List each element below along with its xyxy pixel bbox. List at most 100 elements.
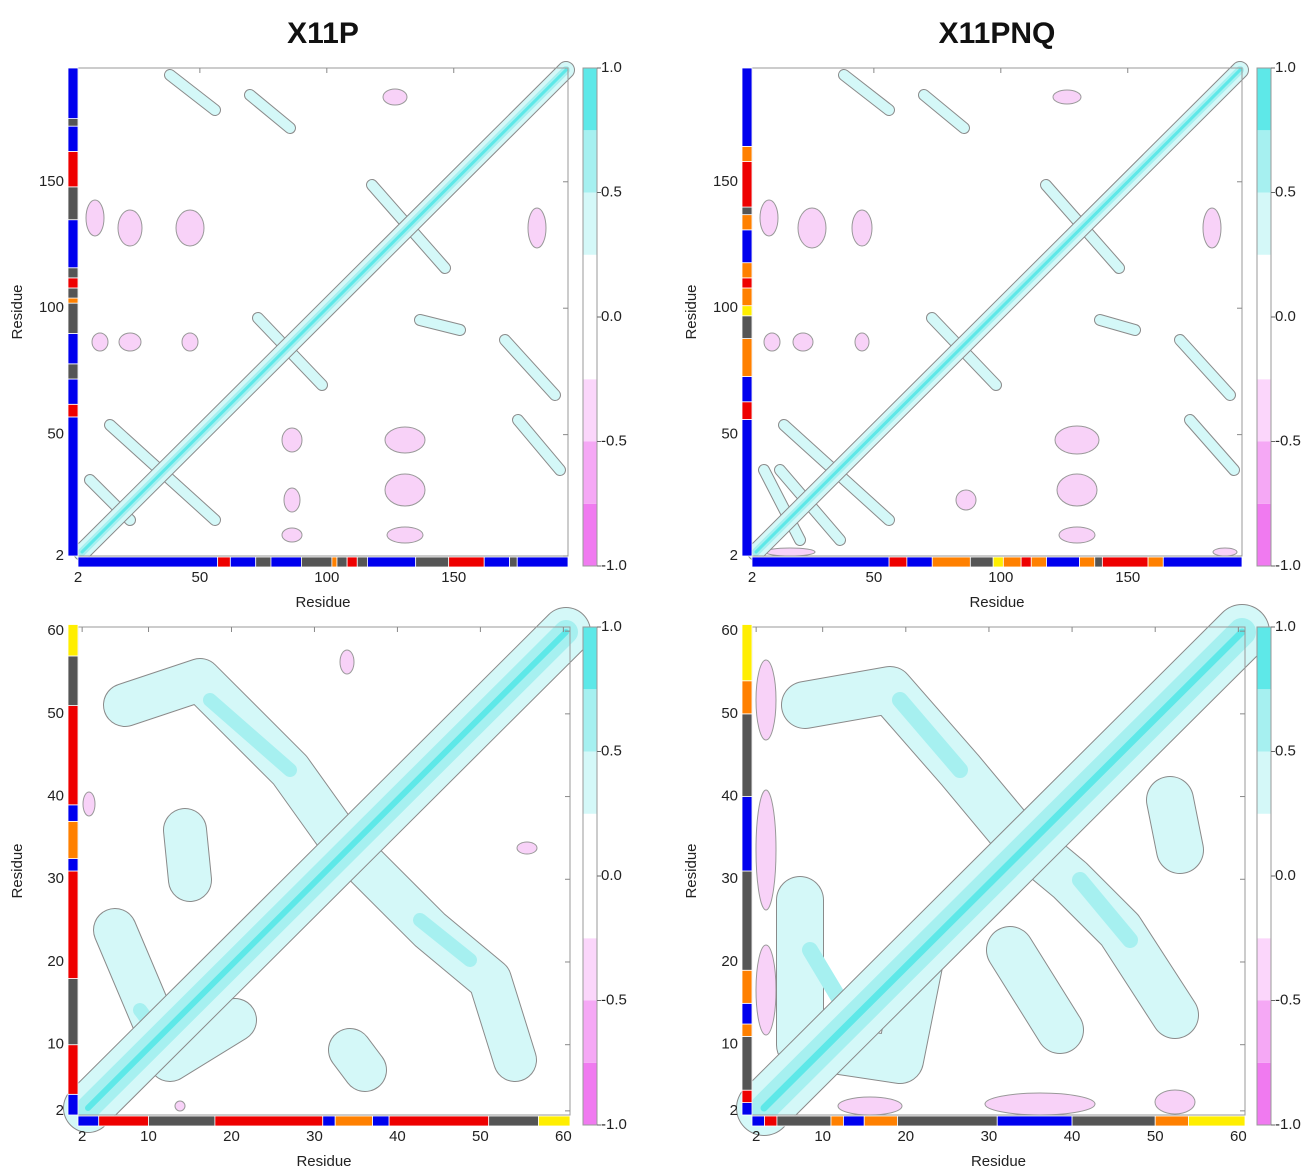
panel-title: X11PNQ xyxy=(939,17,1056,50)
structure-segment xyxy=(67,125,79,152)
colorbar-level xyxy=(583,813,597,939)
y-tick-label: 2 xyxy=(730,547,738,564)
colorbar-level xyxy=(1257,751,1271,814)
structure-segment xyxy=(996,1115,1073,1127)
structure-segment xyxy=(863,1115,898,1127)
structure-segment xyxy=(741,214,753,231)
structure-segment xyxy=(516,556,569,568)
colorbar-level xyxy=(1257,130,1271,193)
colorbar-tick-label: 0.5 xyxy=(601,183,622,200)
structure-segment xyxy=(67,705,79,806)
colorbar-level xyxy=(1257,379,1271,442)
structure-segment xyxy=(255,556,272,568)
x-tick-label: 40 xyxy=(1064,1128,1081,1145)
colorbar-level xyxy=(1257,627,1271,690)
colorbar-tick-label: 0.0 xyxy=(601,308,622,325)
y-axis-label: Residue xyxy=(683,843,700,898)
structure-segment xyxy=(67,302,79,334)
structure-segment xyxy=(388,1115,490,1127)
structure-segment xyxy=(897,1115,998,1127)
structure-segment xyxy=(1079,556,1096,568)
colorbar-tick-label: 1.0 xyxy=(601,59,622,76)
y-tick-label: 100 xyxy=(713,299,738,316)
structure-segment xyxy=(1147,556,1164,568)
structure-segment xyxy=(538,1115,571,1127)
colorbar-tick-label: -1.0 xyxy=(1275,557,1301,574)
x-tick-label: 50 xyxy=(192,569,209,586)
structure-segment xyxy=(764,1115,778,1127)
structure-segment xyxy=(776,1115,832,1127)
structure-segment xyxy=(67,267,79,279)
structure-segment xyxy=(1046,556,1080,568)
x-tick-label: 2 xyxy=(748,569,756,586)
y-tick-label: 2 xyxy=(56,1102,64,1119)
y-tick-label: 30 xyxy=(721,870,738,887)
colorbar-level xyxy=(1257,938,1271,1001)
colorbar-tick-label: 1.0 xyxy=(1275,618,1296,635)
colorbar-tick-label: -1.0 xyxy=(601,557,627,574)
structure-segment xyxy=(67,287,79,299)
y-tick-label: 2 xyxy=(730,1102,738,1119)
structure-segment xyxy=(67,403,79,418)
structure-segment xyxy=(741,401,753,420)
structure-segment xyxy=(67,118,79,127)
structure-segment xyxy=(741,870,753,971)
structure-segment xyxy=(301,556,333,568)
structure-segment xyxy=(931,556,971,568)
x-tick-label: 50 xyxy=(472,1128,489,1145)
colorbar-level xyxy=(1257,1062,1271,1125)
y-axis-label: Residue xyxy=(9,843,26,898)
colorbar-level xyxy=(583,379,597,442)
structure-segment xyxy=(741,969,753,1004)
structure-segment xyxy=(741,229,753,264)
y-tick-label: 10 xyxy=(721,1036,738,1053)
structure-segment xyxy=(741,161,753,208)
colorbar-level xyxy=(583,689,597,752)
y-axis-label: Residue xyxy=(9,284,26,339)
structure-segment xyxy=(751,1115,765,1127)
colorbar-tick-label: -1.0 xyxy=(1275,1116,1301,1133)
colorbar-tick-label: -1.0 xyxy=(601,1116,627,1133)
contour-overlay xyxy=(736,604,1270,1136)
colorbar-tick-label: 0.5 xyxy=(1275,742,1296,759)
contour-overlay xyxy=(63,607,591,1133)
y-tick-label: 150 xyxy=(39,173,64,190)
structure-segment xyxy=(67,378,79,405)
structure-segment xyxy=(67,1093,79,1116)
structure-segment xyxy=(67,655,79,706)
structure-segment xyxy=(741,338,753,377)
structure-segment xyxy=(322,1115,336,1127)
structure-segment xyxy=(741,206,753,216)
structure-segment xyxy=(483,556,511,568)
structure-segment xyxy=(67,186,79,221)
structure-segment xyxy=(217,556,231,568)
colorbar-tick-label: -0.5 xyxy=(601,991,627,1008)
x-axis-label: Residue xyxy=(296,1153,351,1170)
structure-segment xyxy=(67,624,79,657)
structure-segment xyxy=(67,151,79,188)
structure-segment xyxy=(148,1115,216,1127)
x-tick-label: 10 xyxy=(140,1128,157,1145)
colorbar-level xyxy=(1257,254,1271,380)
structure-segment xyxy=(67,297,79,304)
x-tick-label: 40 xyxy=(389,1128,406,1145)
structure-segment xyxy=(741,1036,753,1091)
y-tick-label: 50 xyxy=(721,426,738,443)
x-tick-label: 2 xyxy=(74,569,82,586)
structure-segment xyxy=(741,713,753,797)
x-tick-label: 10 xyxy=(814,1128,831,1145)
structure-segment xyxy=(741,315,753,339)
x-tick-label: 60 xyxy=(1230,1128,1247,1145)
structure-segment xyxy=(334,1115,373,1127)
colorbar-level xyxy=(1257,68,1271,131)
structure-segment xyxy=(98,1115,149,1127)
x-tick-label: 50 xyxy=(1147,1128,1164,1145)
structure-segment xyxy=(830,1115,844,1127)
structure-segment xyxy=(67,978,79,1046)
structure-segment xyxy=(229,556,257,568)
structure-segment xyxy=(1188,1115,1246,1127)
structure-segment xyxy=(331,556,338,568)
x-tick-label: 50 xyxy=(866,569,883,586)
colorbar-tick-label: -0.5 xyxy=(601,432,627,449)
